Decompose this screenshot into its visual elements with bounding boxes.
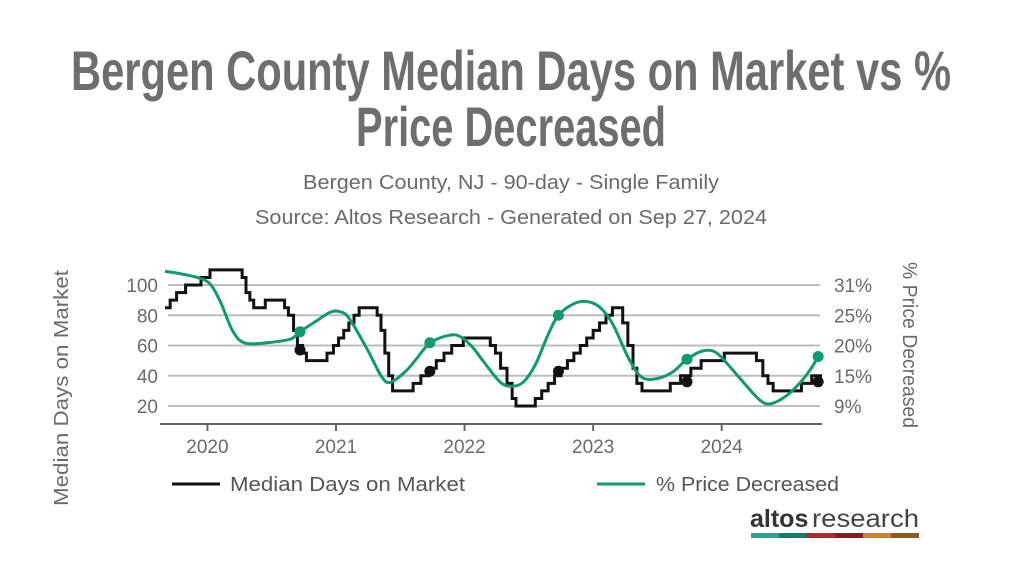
y2-axis-ticks: 31% 25% 20% 15% 9% <box>834 276 872 418</box>
logo-bar-segment <box>835 533 863 538</box>
logo-text-bold: altos <box>750 505 808 533</box>
series-line-price-decreased <box>164 269 820 406</box>
legend-label-dom: Median Days on Market <box>230 474 465 496</box>
logo-color-bar <box>751 533 919 538</box>
y2-tick-label: 20% <box>834 337 872 358</box>
marker-price-decreased <box>812 351 824 362</box>
logo-bar-segment <box>751 533 779 538</box>
chart-title-line1: Bergen County Median Days on Market vs % <box>71 39 951 102</box>
marker-price-decreased <box>552 309 564 321</box>
y2-tick-label: 25% <box>834 306 872 327</box>
logo-bar-segment <box>807 533 835 538</box>
x-tick-label: 2022 <box>443 437 485 458</box>
x-tick-label: 2021 <box>315 437 357 458</box>
legend: Median Days on Market % Price Decreased <box>172 474 839 496</box>
y-tick-label: 20 <box>137 397 158 418</box>
marker-price-decreased <box>294 326 306 338</box>
logo-text-light: research <box>812 505 919 533</box>
y-tick-label: 80 <box>137 306 158 327</box>
chart-source: Source: Altos Research - Generated on Se… <box>255 207 767 229</box>
logo-bar-segment <box>779 533 807 538</box>
altos-logo: altos research <box>750 505 919 538</box>
y-tick-label: 60 <box>137 337 158 358</box>
logo-bar-segment <box>863 533 891 538</box>
marker-price-decreased <box>681 353 693 365</box>
series-line-median-days-on-market <box>165 268 822 408</box>
marker-median-days <box>812 376 824 388</box>
logo-bar-segment <box>891 533 919 538</box>
marker-price-decreased <box>424 337 436 349</box>
y2-axis-label: % Price Decreased <box>898 262 920 428</box>
y-tick-label: 40 <box>137 367 158 388</box>
x-tick-label: 2024 <box>701 437 744 458</box>
x-tick-label: 2020 <box>186 437 228 458</box>
marker-median-days <box>552 365 564 377</box>
y-axis-ticks: 100 80 60 40 20 <box>126 276 158 418</box>
y2-tick-label: 31% <box>834 276 872 297</box>
marker-median-days <box>681 376 693 388</box>
legend-label-pct: % Price Decreased <box>656 474 839 496</box>
x-tick-label: 2023 <box>572 437 614 458</box>
marker-median-days <box>424 365 436 377</box>
marker-median-days <box>294 344 306 356</box>
y2-tick-label: 15% <box>834 367 872 388</box>
y-tick-label: 100 <box>126 276 158 297</box>
x-axis-ticks: 2020 2021 2022 2023 2024 <box>186 424 743 458</box>
chart-title-line2: Price Decreased <box>356 95 666 158</box>
chart-subtitle: Bergen County, NJ - 90-day - Single Fami… <box>303 172 719 194</box>
series-layer <box>164 268 824 408</box>
y2-tick-label: 9% <box>834 397 862 418</box>
y-axis-label: Median Days on Market <box>51 270 73 506</box>
